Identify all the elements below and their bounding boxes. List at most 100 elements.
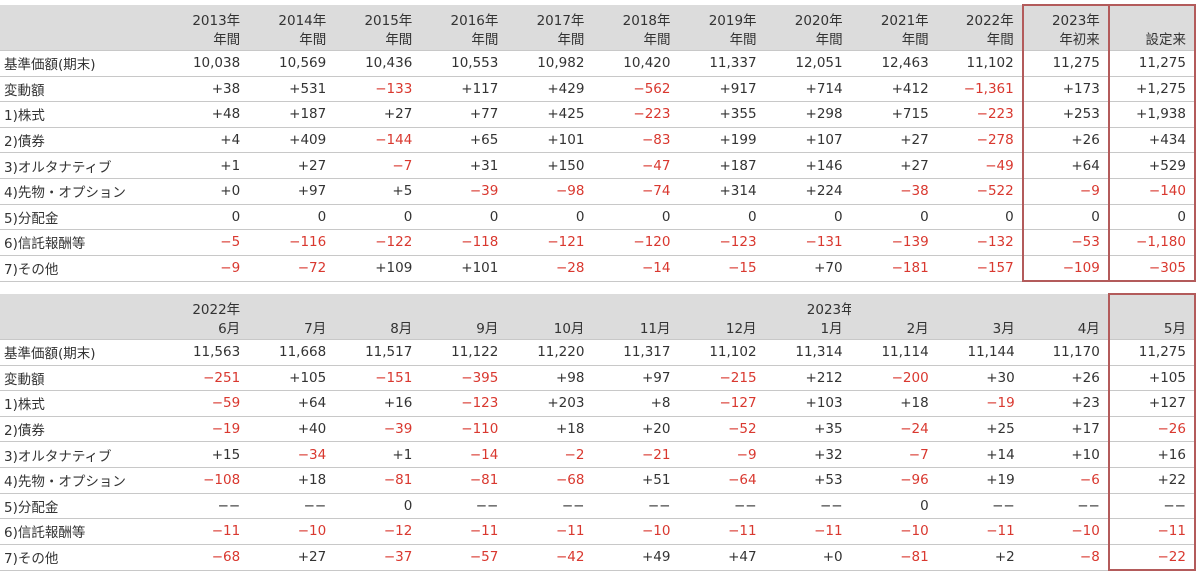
value-cell: −140 (1107, 177, 1197, 205)
value-cell: +26 (1021, 126, 1110, 153)
value-cell: −127 (678, 390, 765, 417)
column-header: 10月 (506, 294, 593, 340)
value-cell: +224 (764, 177, 851, 205)
column-header-line1 (937, 301, 1015, 320)
value-cell: 11,102 (678, 339, 765, 366)
value-cell: 11,563 (162, 339, 249, 366)
value-cell: −9 (678, 441, 765, 468)
value-cell: −8 (1022, 543, 1109, 571)
value-cell: −200 (850, 364, 937, 391)
value-cell: +425 (506, 101, 593, 128)
row-label: 基準価額(期末) (0, 339, 163, 366)
value-cell: +199 (678, 126, 765, 153)
value-cell: +27 (850, 152, 937, 179)
value-cell: −37 (334, 543, 421, 571)
value-cell: −118 (420, 229, 507, 256)
value-cell: −− (592, 492, 679, 519)
column-header: 2015年 年間 (334, 5, 421, 51)
column-header-line1 (1111, 301, 1186, 320)
table-row: 6)信託報酬等 −5 −116 −122 −118 −121 −120 −123 −131 −13… (0, 229, 1197, 256)
column-header-line1 (679, 301, 757, 320)
value-cell: −74 (592, 177, 679, 205)
column-header-line1 (420, 301, 498, 320)
column-header-line1 (248, 301, 326, 320)
value-cell: +173 (1021, 75, 1110, 102)
column-header-line2: 6月 (218, 321, 241, 337)
value-cell: −59 (162, 390, 249, 417)
table-row: 5)分配金 −− −− 0 −− −− −− −− −− 0 −− −− −− (0, 492, 1197, 519)
value-cell: 11,122 (420, 339, 507, 366)
value-cell: 0 (1021, 203, 1110, 230)
row-label: 1)株式 (0, 101, 163, 128)
value-cell: 12,051 (764, 50, 851, 77)
value-cell: −11 (420, 518, 507, 545)
value-cell: −1,361 (936, 75, 1023, 102)
value-cell: +105 (248, 364, 335, 391)
value-cell: 0 (420, 203, 507, 230)
value-cell: −47 (592, 152, 679, 179)
table-row: 変動額 +38 +531 −133 +117 +429 −562 +917 +714 +412 −1… (0, 75, 1197, 102)
value-cell: +101 (420, 254, 507, 282)
value-cell: +27 (850, 126, 937, 153)
value-cell: +314 (678, 177, 765, 205)
value-cell: +355 (678, 101, 765, 128)
value-cell: +253 (1021, 101, 1110, 128)
value-cell: −− (248, 492, 335, 519)
value-cell: −10 (850, 518, 937, 545)
value-cell: 0 (936, 203, 1023, 230)
value-cell: +429 (506, 75, 593, 102)
value-cell: −11 (764, 518, 851, 545)
table-row: 変動額 −251 +105 −151 −395 +98 +97 −215 +212 −200 +30… (0, 364, 1197, 391)
row-label: 7)その他 (0, 254, 163, 282)
value-cell: 11,668 (248, 339, 335, 366)
value-cell: −38 (850, 177, 937, 205)
value-cell: +5 (334, 177, 421, 205)
value-cell: +23 (1022, 390, 1109, 417)
value-cell: 0 (334, 492, 421, 519)
value-cell: 0 (850, 492, 937, 519)
table-row: 7)その他 −68 +27 −37 −57 −42 +49 +47 +0 −81 +2 −8 −22 (0, 543, 1197, 571)
column-header: 2014年 年間 (248, 5, 335, 51)
row-label: 基準価額(期末) (0, 50, 163, 77)
value-cell: −2 (506, 441, 593, 468)
value-cell: +98 (506, 364, 593, 391)
value-cell: −157 (936, 254, 1023, 282)
value-cell: +38 (162, 75, 249, 102)
value-cell: +31 (420, 152, 507, 179)
column-header: 9月 (420, 294, 507, 340)
value-cell: +14 (936, 441, 1023, 468)
row-label: 3)オルタナティブ (0, 441, 163, 468)
value-cell: −53 (1021, 229, 1110, 256)
column-header: 2023年 1月 (764, 294, 851, 340)
value-cell: +1,275 (1107, 75, 1197, 102)
value-cell: −− (936, 492, 1023, 519)
column-header-line2: 1月 (820, 321, 843, 337)
value-cell: +0 (162, 177, 249, 205)
value-cell: +531 (248, 75, 335, 102)
column-header-line2: 年間 (471, 32, 499, 48)
value-cell: −10 (592, 518, 679, 545)
value-cell: 11,517 (334, 339, 421, 366)
value-cell: +212 (764, 364, 851, 391)
value-cell: +412 (850, 75, 937, 102)
table-row: 基準価額(期末) 11,563 11,668 11,517 11,122 11,220 11… (0, 339, 1197, 366)
value-cell: −− (678, 492, 765, 519)
column-header: 5月 (1107, 293, 1197, 340)
column-header: 8月 (334, 294, 421, 340)
table-row: 5)分配金 0 0 0 0 0 0 0 0 0 0 0 0 (0, 203, 1197, 230)
value-cell: +26 (1022, 364, 1109, 391)
value-cell: −39 (420, 177, 507, 205)
value-cell: −21 (592, 441, 679, 468)
value-cell: −123 (420, 390, 507, 417)
value-cell: +107 (764, 126, 851, 153)
value-cell: +101 (506, 126, 593, 153)
value-cell: 11,220 (506, 339, 593, 366)
column-header: 2022年 6月 (162, 294, 249, 340)
value-cell: −11 (678, 518, 765, 545)
value-cell: −395 (420, 364, 507, 391)
column-header-line1: 2018年 (622, 13, 671, 29)
corner-cell (0, 5, 163, 51)
table-row: 7)その他 −9 −72 +109 +101 −28 −14 −15 +70 −181 −157 −1… (0, 254, 1197, 283)
value-cell: −72 (248, 254, 335, 282)
column-header: 2月 (850, 294, 937, 340)
